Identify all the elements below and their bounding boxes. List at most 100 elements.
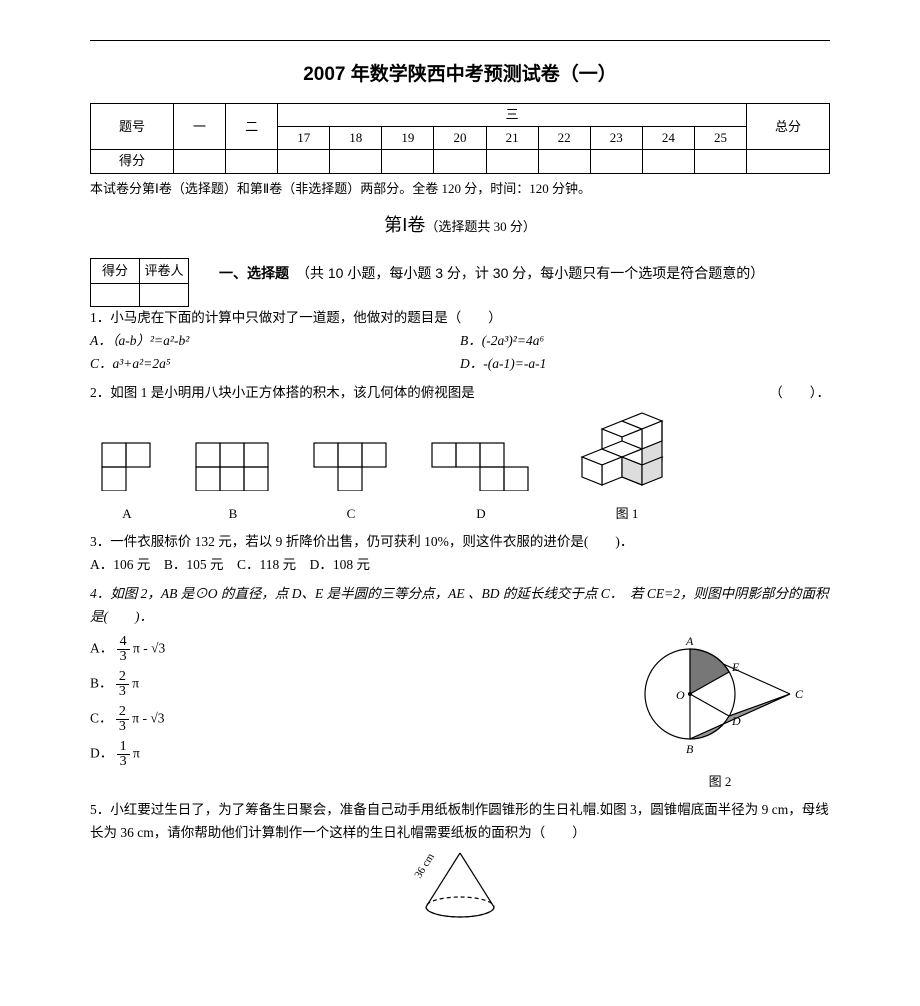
th-one: 一 <box>173 104 225 150</box>
q4-c: C． 23 π - √3 <box>90 705 610 734</box>
cell <box>747 150 830 173</box>
q4-a-den: 3 <box>117 650 130 664</box>
fig2-label: 图 2 <box>610 771 830 793</box>
q4-b-den: 3 <box>116 685 129 699</box>
q3-opts: A．106 元 B．105 元 C．118 元 D．108 元 <box>90 554 830 577</box>
th-two: 二 <box>226 104 278 150</box>
q4-stem-text: 4．如图 2，AB 是⊙O 的直径，点 D、E 是半圆的三等分点，AE 、BD … <box>90 586 828 624</box>
heading-rest: （共 10 小题，每小题 3 分，计 30 分，每小题只有一个选项是符合题意的） <box>303 265 764 281</box>
sub-22: 22 <box>538 127 590 150</box>
sub-20: 20 <box>434 127 486 150</box>
q1: 1．小马虎在下面的计算中只做对了一道题，他做对的题目是（ ） A．（a-b）²=… <box>90 307 830 376</box>
q1-stem: 1．小马虎在下面的计算中只做对了一道题，他做对的题目是（ ） <box>90 307 830 330</box>
cell <box>140 284 189 307</box>
pt-o: O <box>676 688 685 702</box>
q4-d-den: 3 <box>117 755 130 769</box>
circle-diagram-icon: A B C D E O <box>620 629 820 759</box>
cell <box>642 150 694 173</box>
q2-stem-b: （ ）． <box>710 382 830 405</box>
q4: 4．如图 2，AB 是⊙O 的直径，点 D、E 是半圆的三等分点，AE 、BD … <box>90 583 830 793</box>
section-small: （选择题共 30 分） <box>425 219 536 234</box>
shape-b-icon <box>194 441 272 491</box>
q4-d-post: π <box>133 745 140 760</box>
q4-b-pre: B． <box>90 675 113 690</box>
q1-b: B．(-2a³)²=4a⁶ <box>460 333 544 348</box>
th-number: 题号 <box>91 104 174 150</box>
sub-25: 25 <box>694 127 746 150</box>
exam-note: 本试卷分第Ⅰ卷（选择题）和第Ⅱ卷（非选择题）两部分。全卷 120 分，时间：12… <box>90 178 830 200</box>
sub-17: 17 <box>278 127 330 150</box>
pt-c: C <box>795 687 804 701</box>
grader-score: 得分 <box>91 259 140 284</box>
sub-23: 23 <box>590 127 642 150</box>
q2-opt-b-fig: B <box>194 441 272 525</box>
q4-c-post: π - √3 <box>132 710 164 725</box>
cell <box>590 150 642 173</box>
shape-c-icon <box>312 441 390 491</box>
q4-a-pre: A． <box>90 640 113 655</box>
q1-a: A．（a-b）²=a²-b² <box>90 333 189 348</box>
q4-a-post: π - √3 <box>133 640 165 655</box>
th-three: 三 <box>278 104 747 127</box>
cell <box>278 150 330 173</box>
q4-a: A． 43 π - √3 <box>90 635 610 664</box>
q3: 3．一件衣服标价 132 元，若以 9 折降价出售，仍可获利 10%，则这件衣服… <box>90 531 830 577</box>
slant-label: 36 cm <box>412 851 437 881</box>
q4-d-num: 1 <box>117 740 130 755</box>
q2: 2．如图 1 是小明用八块小正方体搭的积木，该几何体的俯视图是 （ ）． A <box>90 382 830 525</box>
section-big: 第Ⅰ卷 <box>384 215 425 235</box>
q1-c: C．a³+a²=2a⁵ <box>90 356 171 371</box>
q2-stem-a: 2．如图 1 是小明用八块小正方体搭的积木，该几何体的俯视图是 <box>90 382 710 405</box>
sub-19: 19 <box>382 127 434 150</box>
pt-d: D <box>731 714 741 728</box>
cell <box>330 150 382 173</box>
cell <box>694 150 746 173</box>
cell <box>382 150 434 173</box>
cube-stack-icon <box>572 411 682 491</box>
q5: 5．小红要过生日了，为了筹备生日聚会，准备自己动手用纸板制作圆锥形的生日礼帽.如… <box>90 799 830 927</box>
q4-c-den: 3 <box>116 720 129 734</box>
q4-d: D． 13 π <box>90 740 610 769</box>
score-table: 题号 一 二 三 总分 17 18 19 20 21 22 23 24 25 得… <box>90 103 830 173</box>
cell <box>173 150 225 173</box>
shape-a-icon <box>100 441 154 491</box>
q5-figure: 36 cm <box>90 849 830 927</box>
q4-c-pre: C． <box>90 710 113 725</box>
section-one-title: 第Ⅰ卷（选择题共 30 分） <box>90 210 830 241</box>
pt-e: E <box>731 660 740 674</box>
q5-stem: 5．小红要过生日了，为了筹备生日聚会，准备自己动手用纸板制作圆锥形的生日礼帽.如… <box>90 799 830 845</box>
q4-b: B． 23 π <box>90 670 610 699</box>
pt-a: A <box>685 634 694 648</box>
q4-a-num: 4 <box>117 635 130 650</box>
pt-b: B <box>686 742 694 756</box>
grader-box: 得分 评卷人 <box>90 258 189 307</box>
label-b: B <box>194 503 272 525</box>
row-score: 得分 <box>91 150 174 173</box>
q3-stem: 3．一件衣服标价 132 元，若以 9 折降价出售，仍可获利 10%，则这件衣服… <box>90 531 830 554</box>
cell <box>434 150 486 173</box>
sub-24: 24 <box>642 127 694 150</box>
cone-icon: 36 cm <box>390 849 530 919</box>
grader-person: 评卷人 <box>140 259 189 284</box>
q4-c-num: 2 <box>116 705 129 720</box>
th-total: 总分 <box>747 104 830 150</box>
heading-bold: 一、选择题 <box>219 265 289 281</box>
label-fig1: 图 1 <box>572 503 682 525</box>
shape-d-icon <box>430 441 532 491</box>
q4-b-post: π <box>132 675 139 690</box>
label-d: D <box>430 503 532 525</box>
q4-b-num: 2 <box>116 670 129 685</box>
cell <box>486 150 538 173</box>
q2-opt-d-fig: D <box>430 441 532 525</box>
label-a: A <box>100 503 154 525</box>
q2-opt-c-fig: C <box>312 441 390 525</box>
q4-d-pre: D． <box>90 745 113 760</box>
cell <box>91 284 140 307</box>
page-title: 2007 年数学陕西中考预测试卷（一） <box>90 59 830 91</box>
heading-one: 一、选择题 （共 10 小题，每小题 3 分，计 30 分，每小题只有一个选项是… <box>219 265 764 281</box>
cell <box>538 150 590 173</box>
label-c: C <box>312 503 390 525</box>
sub-21: 21 <box>486 127 538 150</box>
q4-figure: A B C D E O 图 2 <box>610 629 830 793</box>
q1-d: D．-(a-1)=-a-1 <box>460 356 546 371</box>
